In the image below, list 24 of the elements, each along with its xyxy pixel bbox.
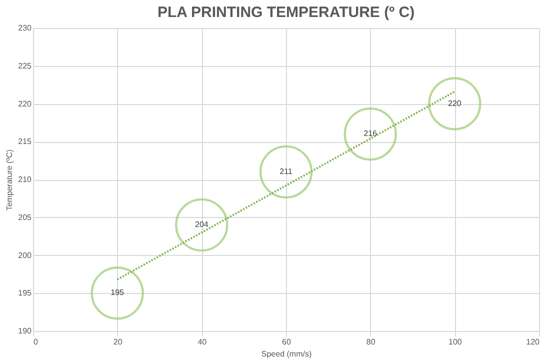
data-label: 211: [280, 166, 293, 176]
x-axis-title: Speed (mm/s): [261, 350, 312, 358]
data-label: 220: [448, 98, 462, 108]
x-tick-label: 20: [113, 338, 123, 346]
y-tick-label: 225: [18, 61, 32, 70]
x-tick-label: 60: [282, 338, 292, 346]
data-label: 216: [364, 129, 378, 138]
y-tick-label: 205: [18, 212, 32, 222]
x-tick-label: 0: [34, 338, 38, 346]
x-tick-label: 120: [526, 338, 540, 346]
x-tick-label: 80: [366, 338, 376, 346]
data-label: 204: [194, 220, 209, 229]
y-axis-title: Temperature (ºC): [5, 149, 14, 211]
chart-title: PLA PRINTING TEMPERATURE (º C): [157, 4, 415, 21]
x-tick-label: 40: [198, 338, 208, 346]
y-tick-label: 220: [18, 99, 32, 108]
y-tick-label: 190: [18, 326, 32, 336]
y-tick-label: 210: [18, 175, 32, 184]
y-tick-label: 195: [18, 288, 32, 298]
y-tick-label: 230: [18, 24, 32, 32]
y-tick-label: 200: [18, 250, 32, 260]
y-tick-label: 215: [18, 137, 32, 146]
data-label: 195: [110, 288, 125, 298]
x-tick-label: 100: [448, 338, 462, 346]
